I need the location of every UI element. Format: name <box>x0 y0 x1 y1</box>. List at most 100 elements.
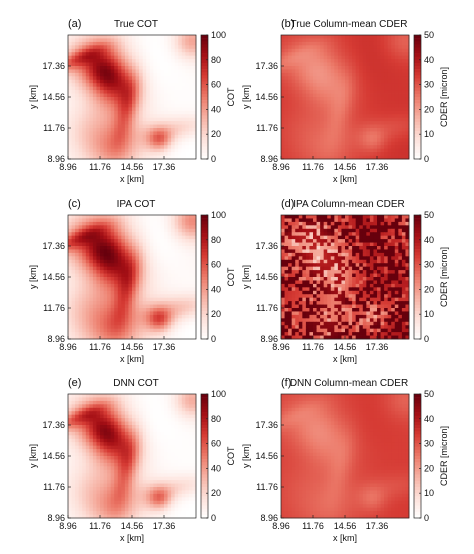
heatmap-cell <box>188 297 193 302</box>
heatmap-cell <box>298 266 303 271</box>
heatmap-cell <box>100 218 104 223</box>
heatmap-cell <box>192 155 197 160</box>
heatmap-cell <box>377 134 381 139</box>
heatmap-cell <box>96 110 101 115</box>
heatmap-cell <box>401 69 406 74</box>
heatmap-cell <box>96 263 101 268</box>
heatmap-cell <box>327 256 332 261</box>
colorbar-segment <box>201 121 208 126</box>
heatmap-cell <box>174 107 179 112</box>
heatmap-cell <box>117 235 122 240</box>
colorbar-segment <box>414 100 421 104</box>
heatmap-cell <box>377 252 381 257</box>
heatmap-cell <box>373 152 378 156</box>
heatmap-cell <box>352 121 357 125</box>
heatmap-cell <box>366 100 371 105</box>
colorbar-segment <box>201 131 208 135</box>
heatmap-cell <box>114 225 119 230</box>
heatmap-cell <box>341 235 346 240</box>
heatmap-cell <box>302 45 307 50</box>
y-tick-label: 11.76 <box>43 303 65 313</box>
heatmap-cell <box>75 239 80 243</box>
heatmap-cell <box>167 283 172 288</box>
heatmap-cell <box>352 145 357 150</box>
heatmap-cell <box>295 107 300 112</box>
colorbar-segment <box>201 233 208 237</box>
heatmap-cell <box>139 35 144 39</box>
heatmap-cell <box>114 311 119 316</box>
heatmap-cell <box>330 152 335 156</box>
heatmap-cell <box>380 35 385 39</box>
heatmap-cell <box>160 86 165 91</box>
heatmap-cell <box>92 318 97 323</box>
heatmap-cell <box>401 141 406 146</box>
heatmap-cell <box>89 270 94 274</box>
heatmap-cell <box>291 114 296 119</box>
heatmap-cell <box>153 325 158 330</box>
heatmap-cell <box>281 124 285 129</box>
heatmap-cell <box>100 266 104 271</box>
heatmap-cell <box>345 280 349 285</box>
heatmap-cell <box>188 134 193 139</box>
heatmap-cell <box>107 131 112 136</box>
heatmap-cell <box>114 97 119 101</box>
heatmap-cell <box>75 283 80 288</box>
heatmap-cell <box>164 97 168 101</box>
heatmap-cell <box>156 48 161 53</box>
heatmap-cell <box>305 103 310 108</box>
heatmap-cell <box>337 242 342 247</box>
heatmap-cell <box>78 221 83 226</box>
heatmap-cell <box>107 235 112 240</box>
heatmap-cell <box>107 218 112 223</box>
heatmap-cell <box>192 239 197 243</box>
colorbar-tick-label: 50 <box>424 30 434 40</box>
heatmap-cell <box>92 100 97 105</box>
heatmap-cell <box>188 107 193 112</box>
heatmap-cell <box>192 52 197 57</box>
heatmap-cell <box>96 152 101 156</box>
heatmap-cell <box>167 117 172 122</box>
heatmap-cell <box>369 66 374 70</box>
heatmap-cell <box>398 273 403 278</box>
heatmap-cell <box>366 290 371 295</box>
heatmap-cell <box>96 297 101 302</box>
heatmap-cell <box>171 103 176 108</box>
heatmap-cell <box>78 141 83 146</box>
heatmap-cell <box>188 83 193 88</box>
heatmap-cell <box>96 311 101 316</box>
heatmap-cell <box>281 287 285 292</box>
heatmap-cell <box>107 332 112 336</box>
heatmap-cell <box>78 311 83 316</box>
heatmap-cell <box>359 294 364 299</box>
heatmap-cell <box>295 90 300 94</box>
heatmap-cell <box>313 270 317 274</box>
heatmap-cell <box>323 45 328 50</box>
x-tick-label: 11.76 <box>89 162 111 172</box>
heatmap-cell <box>398 100 403 105</box>
heatmap-cell <box>114 48 119 53</box>
heatmap-cell <box>139 121 144 125</box>
heatmap-cell <box>171 252 176 257</box>
heatmap-cell <box>323 72 328 77</box>
heatmap-cell <box>92 107 97 112</box>
heatmap-cell <box>305 138 310 143</box>
heatmap-cell <box>135 328 140 333</box>
heatmap-cell <box>149 325 154 330</box>
heatmap-cell <box>167 121 172 125</box>
heatmap-cell <box>366 62 371 67</box>
heatmap-cell <box>117 79 122 84</box>
heatmap-cell <box>114 235 119 240</box>
heatmap-cell <box>89 242 94 247</box>
heatmap-cell <box>167 110 172 115</box>
heatmap-cell <box>171 128 176 132</box>
heatmap-cell <box>401 93 406 98</box>
heatmap-cell <box>128 311 133 316</box>
heatmap-cell <box>309 270 314 274</box>
heatmap-cell <box>92 218 97 223</box>
heatmap-cell <box>355 52 360 57</box>
heatmap-cell <box>135 273 140 278</box>
heatmap-cell <box>103 69 108 74</box>
heatmap-cell <box>345 294 349 299</box>
heatmap-cell <box>114 273 119 278</box>
heatmap-cell <box>188 145 193 150</box>
